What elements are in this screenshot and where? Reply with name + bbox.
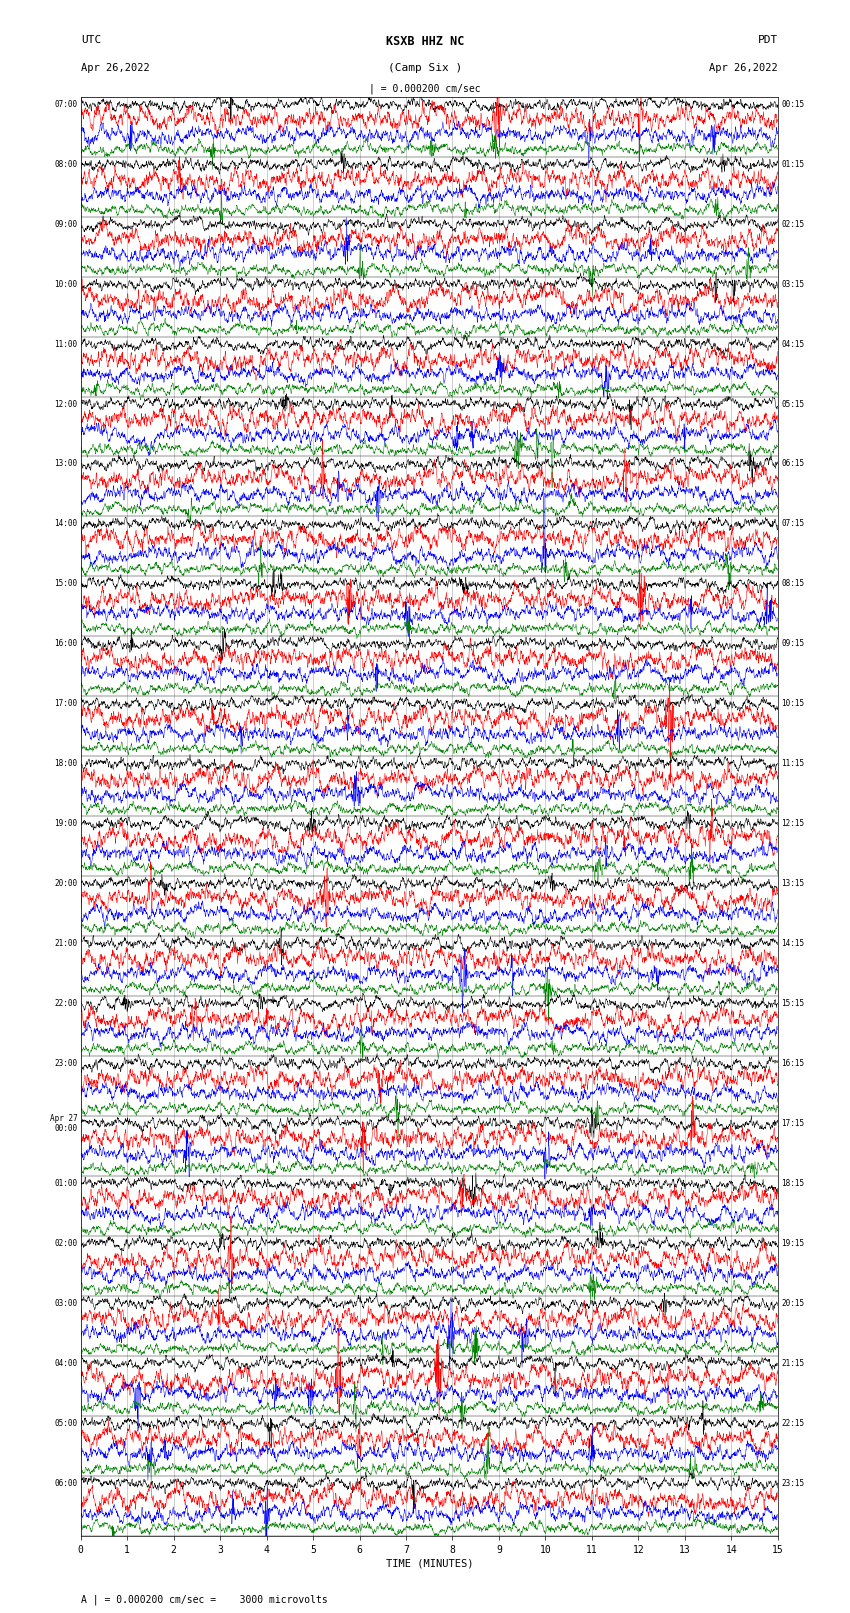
Text: 14:15: 14:15 bbox=[781, 939, 804, 948]
Text: 23:00: 23:00 bbox=[54, 1060, 77, 1068]
Text: Apr 26,2022: Apr 26,2022 bbox=[709, 63, 778, 73]
Text: 21:15: 21:15 bbox=[781, 1358, 804, 1368]
Text: 17:15: 17:15 bbox=[781, 1119, 804, 1127]
Text: 07:15: 07:15 bbox=[781, 519, 804, 529]
Text: 13:15: 13:15 bbox=[781, 879, 804, 889]
Text: 11:00: 11:00 bbox=[54, 340, 77, 348]
Text: 05:00: 05:00 bbox=[54, 1419, 77, 1428]
Text: (Camp Six ): (Camp Six ) bbox=[388, 63, 462, 73]
Text: 15:00: 15:00 bbox=[54, 579, 77, 589]
Text: 01:15: 01:15 bbox=[781, 160, 804, 169]
Text: 09:00: 09:00 bbox=[54, 219, 77, 229]
Text: Apr 27
00:00: Apr 27 00:00 bbox=[49, 1113, 77, 1132]
Text: 16:15: 16:15 bbox=[781, 1060, 804, 1068]
Text: 16:00: 16:00 bbox=[54, 639, 77, 648]
Text: 10:00: 10:00 bbox=[54, 279, 77, 289]
Text: 23:15: 23:15 bbox=[781, 1479, 804, 1487]
Text: 04:15: 04:15 bbox=[781, 340, 804, 348]
Text: 05:15: 05:15 bbox=[781, 400, 804, 408]
Text: 03:00: 03:00 bbox=[54, 1298, 77, 1308]
Text: 00:15: 00:15 bbox=[781, 100, 804, 108]
Text: Apr 26,2022: Apr 26,2022 bbox=[81, 63, 150, 73]
Text: 09:15: 09:15 bbox=[781, 639, 804, 648]
Text: 18:00: 18:00 bbox=[54, 760, 77, 768]
Text: 11:15: 11:15 bbox=[781, 760, 804, 768]
Text: 20:00: 20:00 bbox=[54, 879, 77, 889]
Text: 20:15: 20:15 bbox=[781, 1298, 804, 1308]
Text: | = 0.000200 cm/sec: | = 0.000200 cm/sec bbox=[369, 82, 481, 94]
Text: 12:00: 12:00 bbox=[54, 400, 77, 408]
Text: 03:15: 03:15 bbox=[781, 279, 804, 289]
Text: 10:15: 10:15 bbox=[781, 700, 804, 708]
Text: 01:00: 01:00 bbox=[54, 1179, 77, 1187]
Text: 14:00: 14:00 bbox=[54, 519, 77, 529]
Text: A | = 0.000200 cm/sec =    3000 microvolts: A | = 0.000200 cm/sec = 3000 microvolts bbox=[81, 1594, 327, 1605]
Text: 19:15: 19:15 bbox=[781, 1239, 804, 1248]
Text: 06:00: 06:00 bbox=[54, 1479, 77, 1487]
Text: PDT: PDT bbox=[757, 35, 778, 45]
Text: 22:15: 22:15 bbox=[781, 1419, 804, 1428]
Text: 15:15: 15:15 bbox=[781, 998, 804, 1008]
Text: 06:15: 06:15 bbox=[781, 460, 804, 468]
Text: 22:00: 22:00 bbox=[54, 998, 77, 1008]
Text: 18:15: 18:15 bbox=[781, 1179, 804, 1187]
X-axis label: TIME (MINUTES): TIME (MINUTES) bbox=[386, 1558, 473, 1569]
Text: 02:15: 02:15 bbox=[781, 219, 804, 229]
Text: 08:15: 08:15 bbox=[781, 579, 804, 589]
Text: KSXB HHZ NC: KSXB HHZ NC bbox=[386, 35, 464, 48]
Text: 02:00: 02:00 bbox=[54, 1239, 77, 1248]
Text: 12:15: 12:15 bbox=[781, 819, 804, 827]
Text: 17:00: 17:00 bbox=[54, 700, 77, 708]
Text: UTC: UTC bbox=[81, 35, 101, 45]
Text: 13:00: 13:00 bbox=[54, 460, 77, 468]
Text: 08:00: 08:00 bbox=[54, 160, 77, 169]
Text: 21:00: 21:00 bbox=[54, 939, 77, 948]
Text: 19:00: 19:00 bbox=[54, 819, 77, 827]
Text: 07:00: 07:00 bbox=[54, 100, 77, 108]
Text: 04:00: 04:00 bbox=[54, 1358, 77, 1368]
